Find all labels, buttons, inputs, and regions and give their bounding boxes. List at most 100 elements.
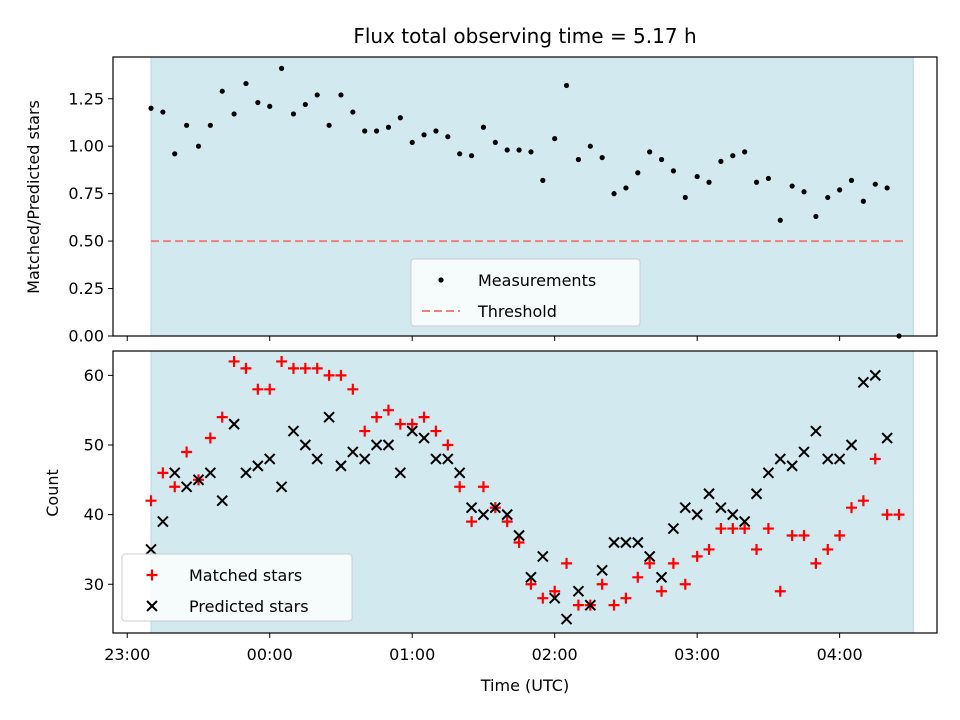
predicted-star-point	[786, 460, 798, 472]
y-tick-label: 1.25	[68, 89, 104, 108]
matched-star-point	[572, 599, 584, 611]
predicted-star-point	[430, 453, 442, 465]
measurement-point	[468, 153, 475, 159]
measurement-point	[445, 134, 451, 140]
plot-frame	[112, 56, 938, 337]
measurement-point	[635, 170, 641, 176]
measurement-point	[338, 92, 344, 98]
measurement-point	[278, 65, 285, 71]
measurement-point	[219, 88, 225, 94]
predicted-star-point	[833, 453, 846, 465]
matched-star-point	[264, 383, 276, 395]
predicted-star-point	[762, 467, 775, 479]
predicted-star-point	[869, 369, 881, 382]
matched-star-point	[620, 592, 632, 604]
predicted-star-point	[738, 515, 751, 528]
predicted-star-point	[323, 411, 335, 423]
predicted-star-point	[204, 467, 217, 479]
x-tick-label: 04:00	[817, 645, 863, 664]
y-tick-label: 30	[84, 575, 104, 594]
measurement-point	[160, 109, 166, 115]
legend-label: Matched stars	[189, 566, 302, 585]
measurement-point	[670, 168, 677, 174]
matched-star-point	[715, 523, 727, 535]
predicted-star-point	[489, 501, 502, 514]
measurement-point	[658, 156, 665, 163]
predicted-star-point	[240, 467, 252, 479]
measurement-point	[848, 177, 855, 183]
matched-star-point	[537, 592, 549, 604]
matched-star-point	[371, 411, 383, 423]
matched-star-point	[418, 411, 430, 423]
measurement-point	[777, 217, 783, 223]
matched-star-point	[204, 432, 216, 444]
matched-star-point	[216, 411, 228, 423]
matched-star-point	[228, 355, 240, 367]
x-tick-label: 01:00	[389, 645, 435, 664]
measurement-point	[504, 147, 510, 153]
matched-star-point	[810, 557, 822, 569]
plot-frame	[112, 350, 938, 634]
measurement-point	[184, 122, 190, 128]
matched-star-point	[596, 578, 608, 590]
y-tick-label: 40	[84, 505, 104, 524]
matched-star-point	[454, 481, 466, 493]
y-tick-label: 50	[84, 436, 104, 455]
matched-star-point	[335, 369, 347, 381]
predicted-star-point	[857, 376, 870, 389]
matched-star-point	[703, 543, 715, 555]
measurement-point	[718, 158, 724, 164]
predicted-star-point	[335, 460, 347, 472]
measurement-point	[801, 189, 807, 195]
predicted-star-point	[798, 446, 810, 458]
matched-star-point	[323, 369, 335, 381]
predicted-star-point	[406, 425, 418, 437]
legend-marker-plus	[146, 569, 158, 581]
predicted-star-point	[643, 550, 656, 563]
matched-star-point	[893, 509, 905, 521]
measurement-point	[647, 149, 653, 155]
measurement-point	[540, 177, 546, 183]
matched-star-point	[347, 383, 359, 395]
measurement-point	[172, 151, 178, 157]
measurement-point	[884, 185, 890, 191]
measurement-point	[409, 139, 415, 146]
measurement-point	[552, 136, 558, 142]
measurement-point	[789, 183, 795, 189]
matched-star-point	[169, 481, 181, 493]
matched-star-point	[477, 481, 489, 493]
matched-star-point	[644, 557, 656, 569]
measurement-point	[373, 128, 380, 134]
matched-star-point	[822, 543, 834, 555]
measurement-point	[350, 109, 356, 115]
matched-star-point	[632, 571, 644, 583]
predicted-star-point	[216, 494, 228, 507]
measurement-point	[326, 122, 332, 128]
measurement-point	[195, 143, 202, 149]
matched-star-point	[525, 578, 537, 590]
matched-star-point	[727, 523, 739, 535]
matched-star-point	[656, 585, 668, 597]
y-tick-label: 0.75	[68, 184, 104, 203]
predicted-star-point	[370, 439, 383, 451]
predicted-star-point	[465, 501, 478, 514]
matched-star-point	[667, 557, 679, 569]
matched-star-point	[181, 446, 193, 458]
predicted-star-point	[584, 599, 597, 611]
x-tick-label: 02:00	[532, 645, 578, 664]
chart-title: Flux total observing time = 5.17 h	[353, 24, 696, 48]
matched-star-point	[691, 550, 703, 562]
matched-star-point	[869, 453, 881, 465]
predicted-star-point	[632, 536, 644, 549]
matched-star-point	[311, 362, 323, 374]
matched-star-point	[751, 543, 763, 555]
measurement-point	[302, 101, 308, 108]
matched-star-point	[739, 523, 751, 535]
measurement-point	[623, 185, 629, 191]
predicted-star-point	[703, 488, 715, 500]
matched-star-point	[857, 495, 869, 507]
matched-star-point	[430, 425, 442, 437]
predicted-star-point	[655, 571, 668, 584]
measurement-point	[599, 154, 605, 161]
measurement-point	[516, 147, 522, 153]
